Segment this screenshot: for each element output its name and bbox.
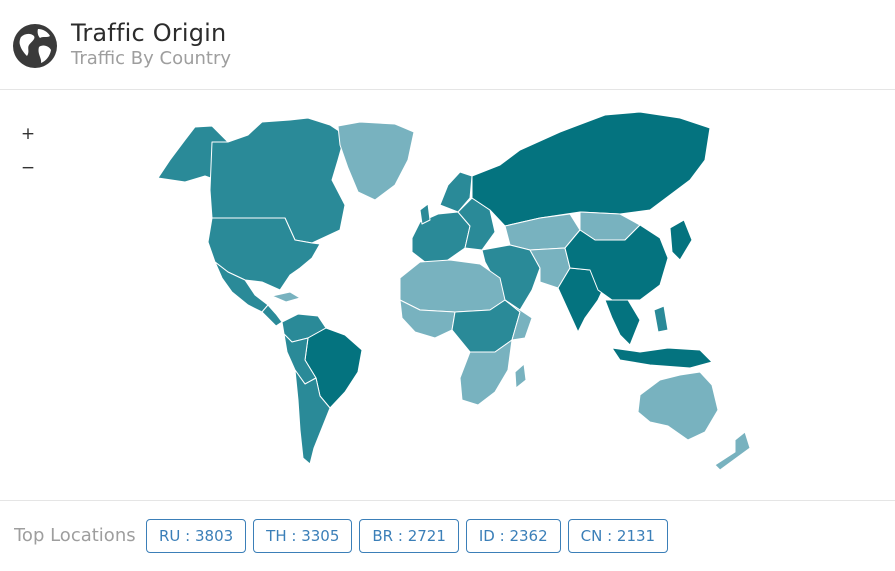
map-region-new-zealand[interactable] [714,431,751,471]
world-map-canvas[interactable] [0,90,895,500]
location-chip-cn[interactable]: CN : 2131 [567,519,669,553]
map-region-uk[interactable] [419,203,431,225]
map-region-southern-africa[interactable] [459,339,513,406]
location-chip-th[interactable]: TH : 3305 [253,519,353,553]
top-locations-list: RU : 3803 TH : 3305 BR : 2721 ID : 2362 … [146,519,669,553]
map-region-china[interactable] [564,224,669,301]
globe-icon [13,24,57,68]
location-chip-br[interactable]: BR : 2721 [359,519,459,553]
zoom-out-button[interactable]: − [20,158,36,178]
widget-title: Traffic Origin [71,19,227,47]
map-region-argentina-chile[interactable] [294,369,331,465]
top-locations-label: Top Locations : [14,525,141,546]
location-chip-ru[interactable]: RU : 3803 [146,519,247,553]
widget-subtitle: Traffic By Country [71,48,232,69]
map-region-western-europe[interactable] [411,211,471,263]
widget-header: Traffic Origin Traffic By Country [0,0,895,90]
map-region-russia[interactable] [471,111,711,227]
map-region-west-africa[interactable] [399,299,456,339]
location-chip-id[interactable]: ID : 2362 [465,519,561,553]
map-region-madagascar[interactable] [514,363,527,389]
map-region-philippines[interactable] [653,305,669,333]
map-region-east-africa[interactable] [504,299,533,341]
map-region-indonesia[interactable] [611,347,713,369]
zoom-in-button[interactable]: + [20,124,36,144]
map-region-central-america[interactable] [261,304,283,327]
world-map[interactable]: + − [0,90,895,500]
map-region-greenland[interactable] [337,121,415,201]
widget-footer: Top Locations : RU : 3803 TH : 3305 BR :… [0,500,895,571]
map-region-thailand-indochina[interactable] [604,299,641,346]
map-region-caribbean[interactable] [271,291,301,303]
map-region-korea-japan[interactable] [669,219,693,261]
map-region-australia[interactable] [637,371,719,441]
